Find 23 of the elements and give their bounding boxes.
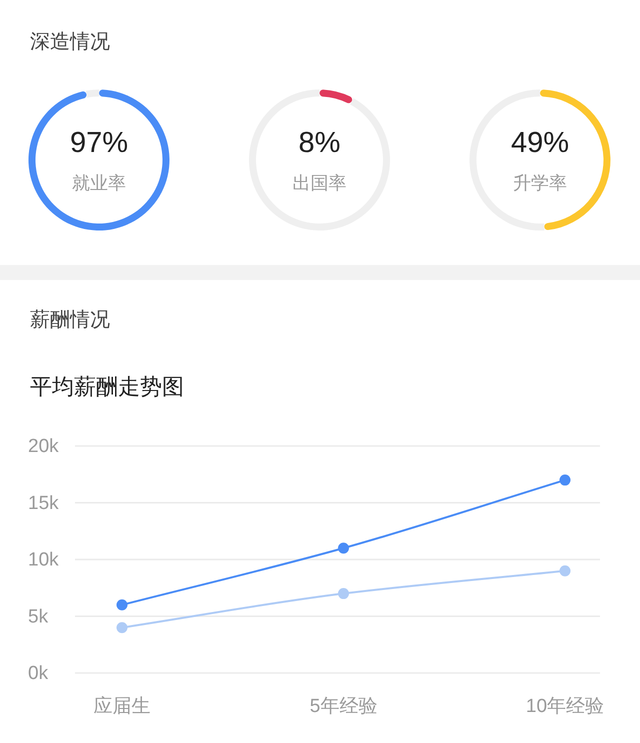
point	[560, 565, 570, 576]
point	[560, 474, 570, 486]
y-tick-label: 20k	[28, 436, 60, 456]
slice-label: 出国率	[292, 173, 346, 193]
point	[338, 542, 349, 554]
y-tick-label: 5k	[28, 606, 49, 627]
chart-subtitle: 平均薪酬走势图	[30, 374, 184, 398]
x-tick-label: 10年经验	[526, 696, 604, 716]
chart-title: 深造情况	[30, 31, 110, 53]
point	[116, 599, 128, 610]
x-tick-label: 应届生	[94, 694, 150, 716]
data-label: 49%	[510, 127, 570, 159]
point	[338, 588, 349, 600]
y-tick-label: 10k	[28, 549, 60, 570]
data-label: 8%	[298, 127, 340, 159]
chart-title: 薪酬情况	[30, 309, 110, 331]
slice-label: 升学率	[513, 173, 567, 193]
point	[116, 622, 128, 634]
slice-label: 就业率	[72, 173, 126, 193]
y-tick-label: 15k	[28, 492, 60, 514]
data-label: 97%	[70, 127, 128, 159]
y-tick-label: 0k	[28, 662, 49, 684]
x-tick-label: 5年经验	[310, 696, 378, 716]
